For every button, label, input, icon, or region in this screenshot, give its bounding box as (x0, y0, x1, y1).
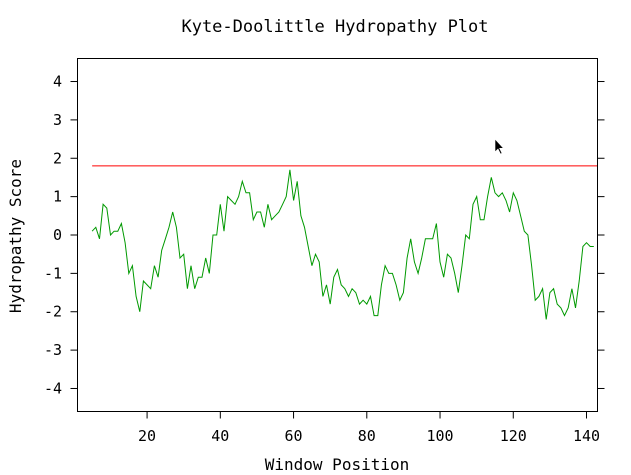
plot-frame (77, 58, 598, 412)
y-tick-label: -1 (44, 264, 62, 282)
x-axis-ticks: 20 40 60 80 100 120 140 (138, 411, 600, 445)
y-tick-label: 0 (53, 226, 62, 244)
y-axis-label: Hydropathy Score (6, 159, 25, 313)
y-tick-label: -2 (44, 303, 62, 321)
x-axis-label: Window Position (265, 455, 410, 474)
y-tick-label: 1 (53, 188, 62, 206)
y-tick-label: 3 (53, 111, 62, 129)
x-tick-label: 60 (285, 427, 303, 445)
y-tick-label: -3 (44, 341, 62, 359)
x-tick-label: 120 (500, 427, 527, 445)
x-tick-label: 140 (573, 427, 600, 445)
y-tick-label: 4 (53, 73, 62, 91)
y-axis-ticks: -4 -3 -2 -1 0 1 2 3 4 (44, 73, 605, 397)
x-tick-label: 20 (138, 427, 156, 445)
x-tick-label: 40 (211, 427, 229, 445)
chart-title: Kyte-Doolittle Hydropathy Plot (181, 17, 488, 37)
x-tick-label: 80 (358, 427, 376, 445)
hydropathy-series-line (91, 169, 594, 320)
mouse-cursor-icon (494, 138, 505, 155)
plot-lines (91, 165, 598, 320)
y-tick-label: 2 (53, 149, 62, 167)
x-tick-label: 100 (426, 427, 453, 445)
y-tick-label: -4 (44, 379, 62, 397)
